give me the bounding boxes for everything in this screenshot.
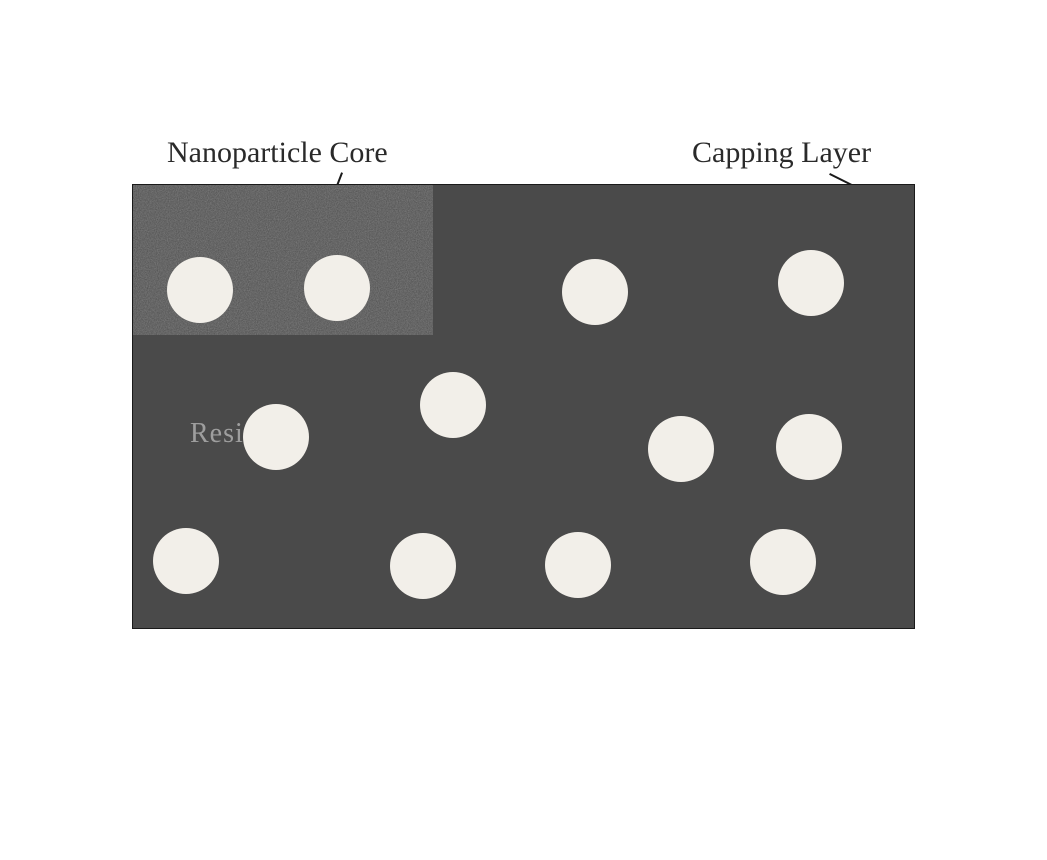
nanoparticle-circle bbox=[304, 255, 370, 321]
nanoparticle-circle bbox=[545, 532, 611, 598]
nanoparticle-circle bbox=[390, 533, 456, 599]
nanoparticle-circle bbox=[776, 414, 842, 480]
nanoparticle-circle bbox=[562, 259, 628, 325]
nanoparticle-circle bbox=[778, 250, 844, 316]
diagram-canvas: Nanoparticle Core Capping Layer Resist bbox=[0, 0, 1047, 860]
label-nanoparticle-core: Nanoparticle Core bbox=[167, 136, 388, 170]
label-capping-layer: Capping Layer bbox=[692, 136, 871, 170]
nanoparticle-circle bbox=[648, 416, 714, 482]
nanoparticle-circle bbox=[167, 257, 233, 323]
nanoparticle-circle bbox=[243, 404, 309, 470]
nanoparticle-circle bbox=[153, 528, 219, 594]
nanoparticle-circle bbox=[750, 529, 816, 595]
nanoparticle-circle bbox=[420, 372, 486, 438]
